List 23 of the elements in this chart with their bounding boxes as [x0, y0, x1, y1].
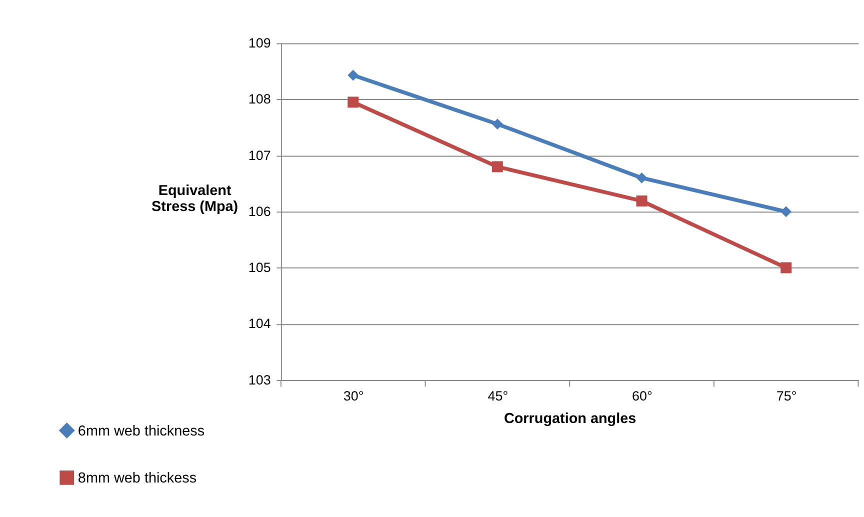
y-tick-label: 108	[248, 92, 271, 107]
point	[348, 70, 359, 81]
x-tick-label: 75°	[776, 388, 797, 404]
x-axis-title: Corrugation angles	[504, 410, 636, 427]
x-tick-label: 45°	[488, 388, 508, 404]
point	[780, 206, 792, 218]
y-tick-label: 109	[248, 36, 271, 51]
x-tick-label: 30°	[343, 388, 364, 404]
y-tick-label: 106	[248, 204, 271, 219]
y-tick-label: 103	[248, 372, 271, 388]
legend-label: 6mm web thickness	[78, 423, 205, 440]
y-tick-label: 105	[248, 260, 271, 276]
y-tick-label: 104	[248, 316, 272, 332]
point	[348, 96, 359, 108]
y-axis-title: Equivalent Stress (Mpa)	[152, 182, 238, 216]
point	[492, 118, 503, 130]
y-tick-label: 107	[248, 148, 271, 163]
point	[636, 195, 648, 206]
legend-label: 8mm web thickess	[78, 470, 197, 486]
point	[492, 161, 503, 172]
point	[636, 172, 648, 184]
point	[780, 262, 792, 274]
x-tick-label: 60°	[632, 388, 652, 404]
